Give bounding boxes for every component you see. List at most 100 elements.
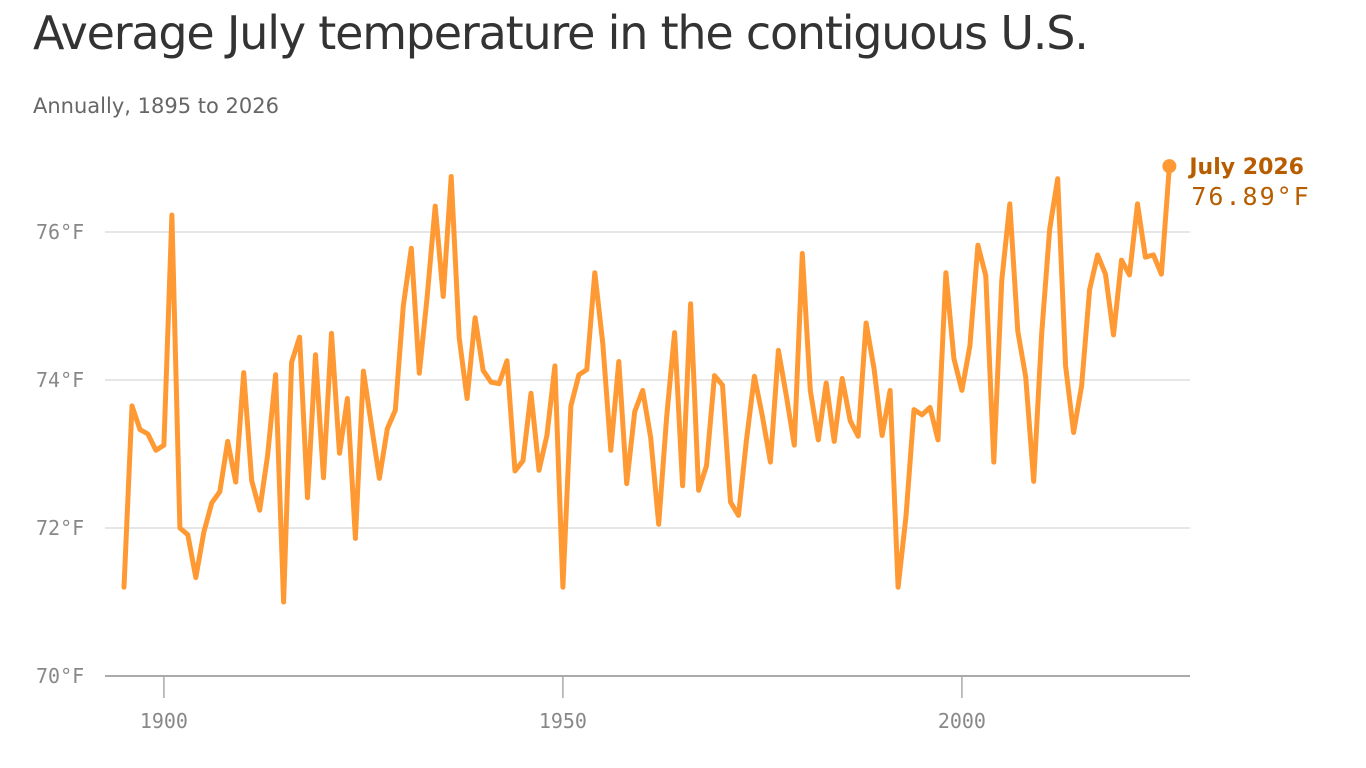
- data-point-1967: [696, 488, 701, 493]
- data-point-1910: [241, 370, 246, 375]
- data-point-1984: [832, 439, 837, 444]
- data-point-1986: [848, 418, 853, 423]
- data-point-1990: [880, 433, 885, 438]
- data-point-1939: [473, 315, 478, 320]
- data-point-1959: [632, 409, 637, 414]
- data-point-2023: [1143, 255, 1148, 260]
- data-point-1928: [385, 426, 390, 431]
- data-point-1953: [584, 367, 589, 372]
- data-point-1996: [928, 405, 933, 410]
- data-point-1944: [513, 469, 518, 474]
- data-point-1949: [552, 363, 557, 368]
- data-point-1988: [864, 321, 869, 326]
- data-point-2007: [1015, 329, 1020, 334]
- data-point-1976: [768, 460, 773, 465]
- data-point-2019: [1111, 332, 1116, 337]
- data-point-1974: [752, 374, 757, 379]
- data-point-2011: [1047, 227, 1052, 232]
- data-point-1998: [943, 270, 948, 275]
- data-point-1936: [449, 174, 454, 179]
- data-point-2012: [1055, 176, 1060, 181]
- data-point-1923: [345, 396, 350, 401]
- data-point-1954: [592, 270, 597, 275]
- data-point-1918: [305, 495, 310, 500]
- data-point-2015: [1079, 383, 1084, 388]
- data-point-1905: [201, 530, 206, 535]
- data-point-2024: [1151, 252, 1156, 257]
- data-point-1965: [680, 483, 685, 488]
- data-point-1895: [122, 585, 127, 590]
- data-point-1926: [369, 423, 374, 428]
- data-point-1913: [265, 453, 270, 458]
- x-tick-label: 1900: [140, 709, 188, 733]
- y-tick-label: 76°F: [36, 220, 84, 244]
- data-point-2021: [1127, 272, 1132, 277]
- data-point-1983: [824, 381, 829, 386]
- data-point-1950: [560, 585, 565, 590]
- data-point-1968: [704, 463, 709, 468]
- data-point-1917: [297, 335, 302, 340]
- data-point-1987: [856, 434, 861, 439]
- data-point-1914: [273, 372, 278, 377]
- data-point-2000: [959, 388, 964, 393]
- data-point-1962: [656, 522, 661, 527]
- data-point-1908: [225, 439, 230, 444]
- data-point-1942: [497, 381, 502, 386]
- data-point-1922: [337, 451, 342, 456]
- data-point-2008: [1023, 375, 1028, 380]
- data-point-2022: [1135, 201, 1140, 206]
- data-point-2003: [983, 273, 988, 278]
- data-point-1907: [217, 489, 222, 494]
- x-tick-label: 2000: [938, 709, 986, 733]
- data-point-1935: [441, 294, 446, 299]
- data-point-1961: [648, 435, 653, 440]
- data-point-1929: [393, 408, 398, 413]
- y-tick-label: 74°F: [36, 368, 84, 392]
- annotation-value: 76.89°F: [1191, 182, 1310, 211]
- data-point-1956: [608, 448, 613, 453]
- data-point-1943: [505, 358, 510, 363]
- data-point-1957: [616, 359, 621, 364]
- data-point-1955: [600, 341, 605, 346]
- data-point-2025: [1159, 272, 1164, 277]
- data-point-1952: [576, 372, 581, 377]
- data-point-2005: [999, 278, 1004, 283]
- data-point-2006: [1007, 201, 1012, 206]
- data-point-1909: [233, 480, 238, 485]
- latest-value-marker: [1162, 159, 1177, 174]
- annotation-label: July 2026: [1187, 155, 1304, 180]
- data-point-2014: [1071, 430, 1076, 435]
- data-point-1902: [177, 526, 182, 531]
- data-point-1999: [951, 356, 956, 361]
- data-point-1901: [169, 213, 174, 218]
- data-point-1971: [728, 500, 733, 505]
- data-point-2020: [1119, 258, 1124, 263]
- temperature-series-line: [121, 163, 1172, 605]
- data-point-1916: [289, 360, 294, 365]
- data-point-1947: [537, 468, 542, 473]
- data-point-1964: [672, 330, 677, 335]
- data-point-1958: [624, 481, 629, 486]
- data-point-1966: [688, 301, 693, 306]
- data-point-1972: [736, 513, 741, 518]
- data-point-1982: [816, 437, 821, 442]
- chart-subtitle: Annually, 1895 to 2026: [33, 94, 279, 118]
- data-point-1932: [417, 371, 422, 376]
- data-point-1911: [249, 478, 254, 483]
- data-point-1938: [465, 396, 470, 401]
- data-point-2013: [1063, 363, 1068, 368]
- data-point-1946: [529, 391, 534, 396]
- data-point-1977: [776, 348, 781, 353]
- data-point-1963: [664, 415, 669, 420]
- y-tick-label: 72°F: [36, 516, 84, 540]
- x-tick-label: 1950: [539, 709, 587, 733]
- data-point-1992: [896, 585, 901, 590]
- data-point-1897: [138, 427, 143, 432]
- data-point-1951: [568, 403, 573, 408]
- data-point-1997: [936, 437, 941, 442]
- data-point-1898: [145, 432, 150, 437]
- data-point-1903: [185, 532, 190, 537]
- data-point-1969: [712, 373, 717, 378]
- data-point-2016: [1087, 287, 1092, 292]
